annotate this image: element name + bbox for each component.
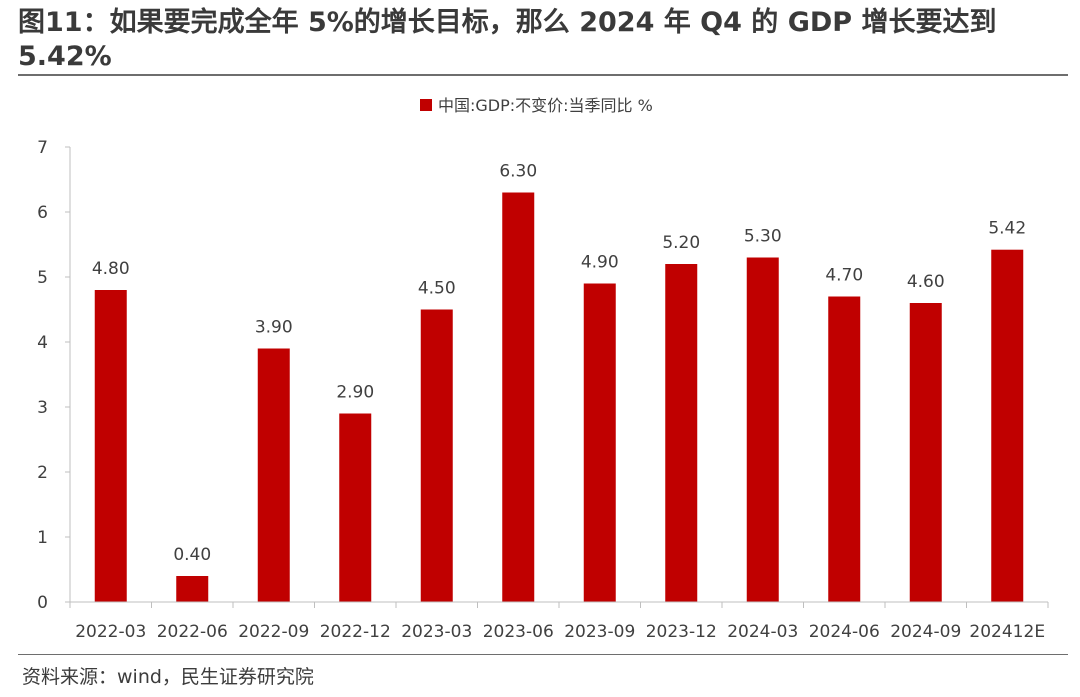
x-tick-label: 2024-03: [727, 622, 798, 642]
bar: [339, 413, 372, 602]
y-axis: 0 1 2 3 4 5 6 7: [37, 138, 71, 613]
bar: [94, 290, 127, 602]
y-tick-label: 6: [37, 203, 48, 223]
y-tick-label: 1: [37, 528, 48, 548]
bar: [665, 264, 698, 602]
bar: [420, 309, 453, 602]
data-label: 6.30: [499, 162, 537, 182]
x-tick-label: 2022-12: [320, 622, 391, 642]
title-divider: [18, 74, 1068, 76]
x-tick-label: 2023-03: [401, 622, 472, 642]
x-tick-label: 2023-12: [646, 622, 717, 642]
y-tick-label: 4: [37, 333, 48, 353]
x-tick-label: 2022-09: [238, 622, 309, 642]
source-divider: [18, 654, 1068, 655]
bar: [828, 296, 861, 602]
x-axis: 2022-03 2022-06 2022-09 2022-12 2023-03 2023-…: [69, 601, 1049, 642]
data-label: 4.50: [418, 279, 456, 299]
data-label: 2.90: [336, 383, 374, 403]
x-tick-label: 2024-06: [809, 622, 880, 642]
x-tick-label: 2024-09: [890, 622, 961, 642]
bar: [909, 303, 942, 602]
legend-swatch: [420, 99, 432, 111]
x-tick-label: 2023-09: [564, 622, 635, 642]
x-tick-label: 202412E: [969, 622, 1045, 642]
y-tick-label: 5: [37, 268, 48, 288]
data-label: 5.42: [988, 219, 1026, 239]
x-tick-label: 2022-06: [157, 622, 228, 642]
y-tick-label: 3: [37, 398, 48, 418]
data-label: 4.80: [92, 259, 130, 279]
x-tick-label: 2023-06: [483, 622, 554, 642]
x-tick-label: 2022-03: [75, 622, 146, 642]
bar: [746, 257, 779, 602]
bar: [502, 192, 535, 602]
bar: [991, 249, 1024, 602]
chart-title: 图11：如果要完成全年 5%的增长目标，那么 2024 年 Q4 的 GDP 增…: [18, 7, 997, 72]
data-label: 4.70: [825, 266, 863, 286]
bar: [257, 348, 290, 602]
legend-label: 中国:GDP:不变价:当季同比 %: [438, 96, 653, 115]
y-tick-label: 7: [37, 138, 48, 158]
data-label: 0.40: [173, 545, 211, 565]
data-label: 4.60: [907, 272, 945, 292]
bar-chart: 中国:GDP:不变价:当季同比 % 0 1 2 3 4 5 6 7 4.80 0.40 3.90 2…: [37, 96, 1049, 642]
source-note: 资料来源：wind，民生证券研究院: [22, 666, 314, 688]
y-tick-label: 2: [37, 463, 48, 483]
bar: [583, 283, 616, 602]
bar: [176, 576, 209, 602]
data-label: 5.20: [662, 233, 700, 253]
data-label: 5.30: [744, 227, 782, 247]
data-label: 3.90: [255, 318, 293, 338]
bars: 4.80 0.40 3.90 2.90 4.50 6.30 4.90 5.20 5.30 4.70…: [92, 162, 1026, 602]
data-label: 4.90: [581, 253, 619, 273]
y-tick-label: 0: [37, 593, 48, 613]
legend: 中国:GDP:不变价:当季同比 %: [420, 96, 653, 115]
